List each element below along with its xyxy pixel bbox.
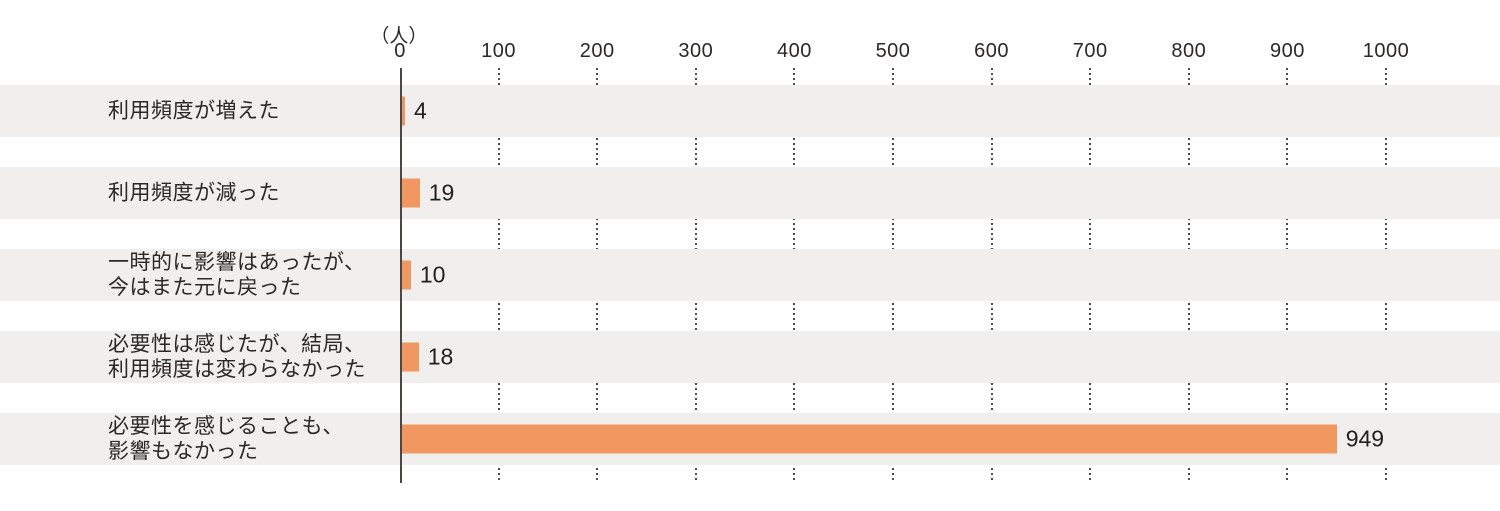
x-tick-label: 100 [481,40,517,62]
value-label: 19 [428,179,455,206]
x-tick-label: 1000 [1362,40,1410,62]
category-label: 利用頻度が増えた [108,99,280,123]
zero-axis-line [400,68,402,483]
bar [401,424,1337,454]
x-tick-label: 400 [776,40,812,62]
bar-area: 19 [401,178,455,208]
category-label: 必要性を感じることも、 影響もなかった [108,415,344,463]
chart-row: 利用頻度が増えた 4 [0,85,1500,137]
x-tick-label: 0 [394,40,406,62]
x-tick-label: 700 [1072,40,1108,62]
x-tick-label: 300 [678,40,714,62]
category-label: 利用頻度が減った [108,181,280,205]
category-label: 一時的に影響はあったが、 今はまた元に戻った [108,251,366,299]
x-tick-label: 200 [579,40,615,62]
chart-row: 必要性は感じたが、結局、 利用頻度は変わらなかった 18 [0,331,1500,383]
bar-area: 18 [401,342,454,372]
bar [401,260,411,290]
chart-row: 必要性を感じることも、 影響もなかった 949 [0,413,1500,465]
chart-row: 利用頻度が減った 19 [0,167,1500,219]
x-tick-label: 900 [1269,40,1305,62]
axis-unit-label: （人） [370,26,428,47]
value-label: 10 [419,261,446,288]
x-tick-label: 600 [974,40,1010,62]
bar-area: 949 [401,424,1385,454]
bar-area: 10 [401,260,446,290]
bar [401,178,420,208]
bar [401,96,405,126]
value-label: 18 [427,343,454,370]
x-tick-label: 500 [875,40,911,62]
category-label: 必要性は感じたが、結局、 利用頻度は変わらなかった [108,333,366,381]
bar [401,342,419,372]
value-label: 4 [413,97,427,124]
bar-area: 4 [401,96,427,126]
x-tick-label: 800 [1171,40,1207,62]
chart-row: 一時的に影響はあったが、 今はまた元に戻った 10 [0,249,1500,301]
value-label: 949 [1345,425,1385,452]
